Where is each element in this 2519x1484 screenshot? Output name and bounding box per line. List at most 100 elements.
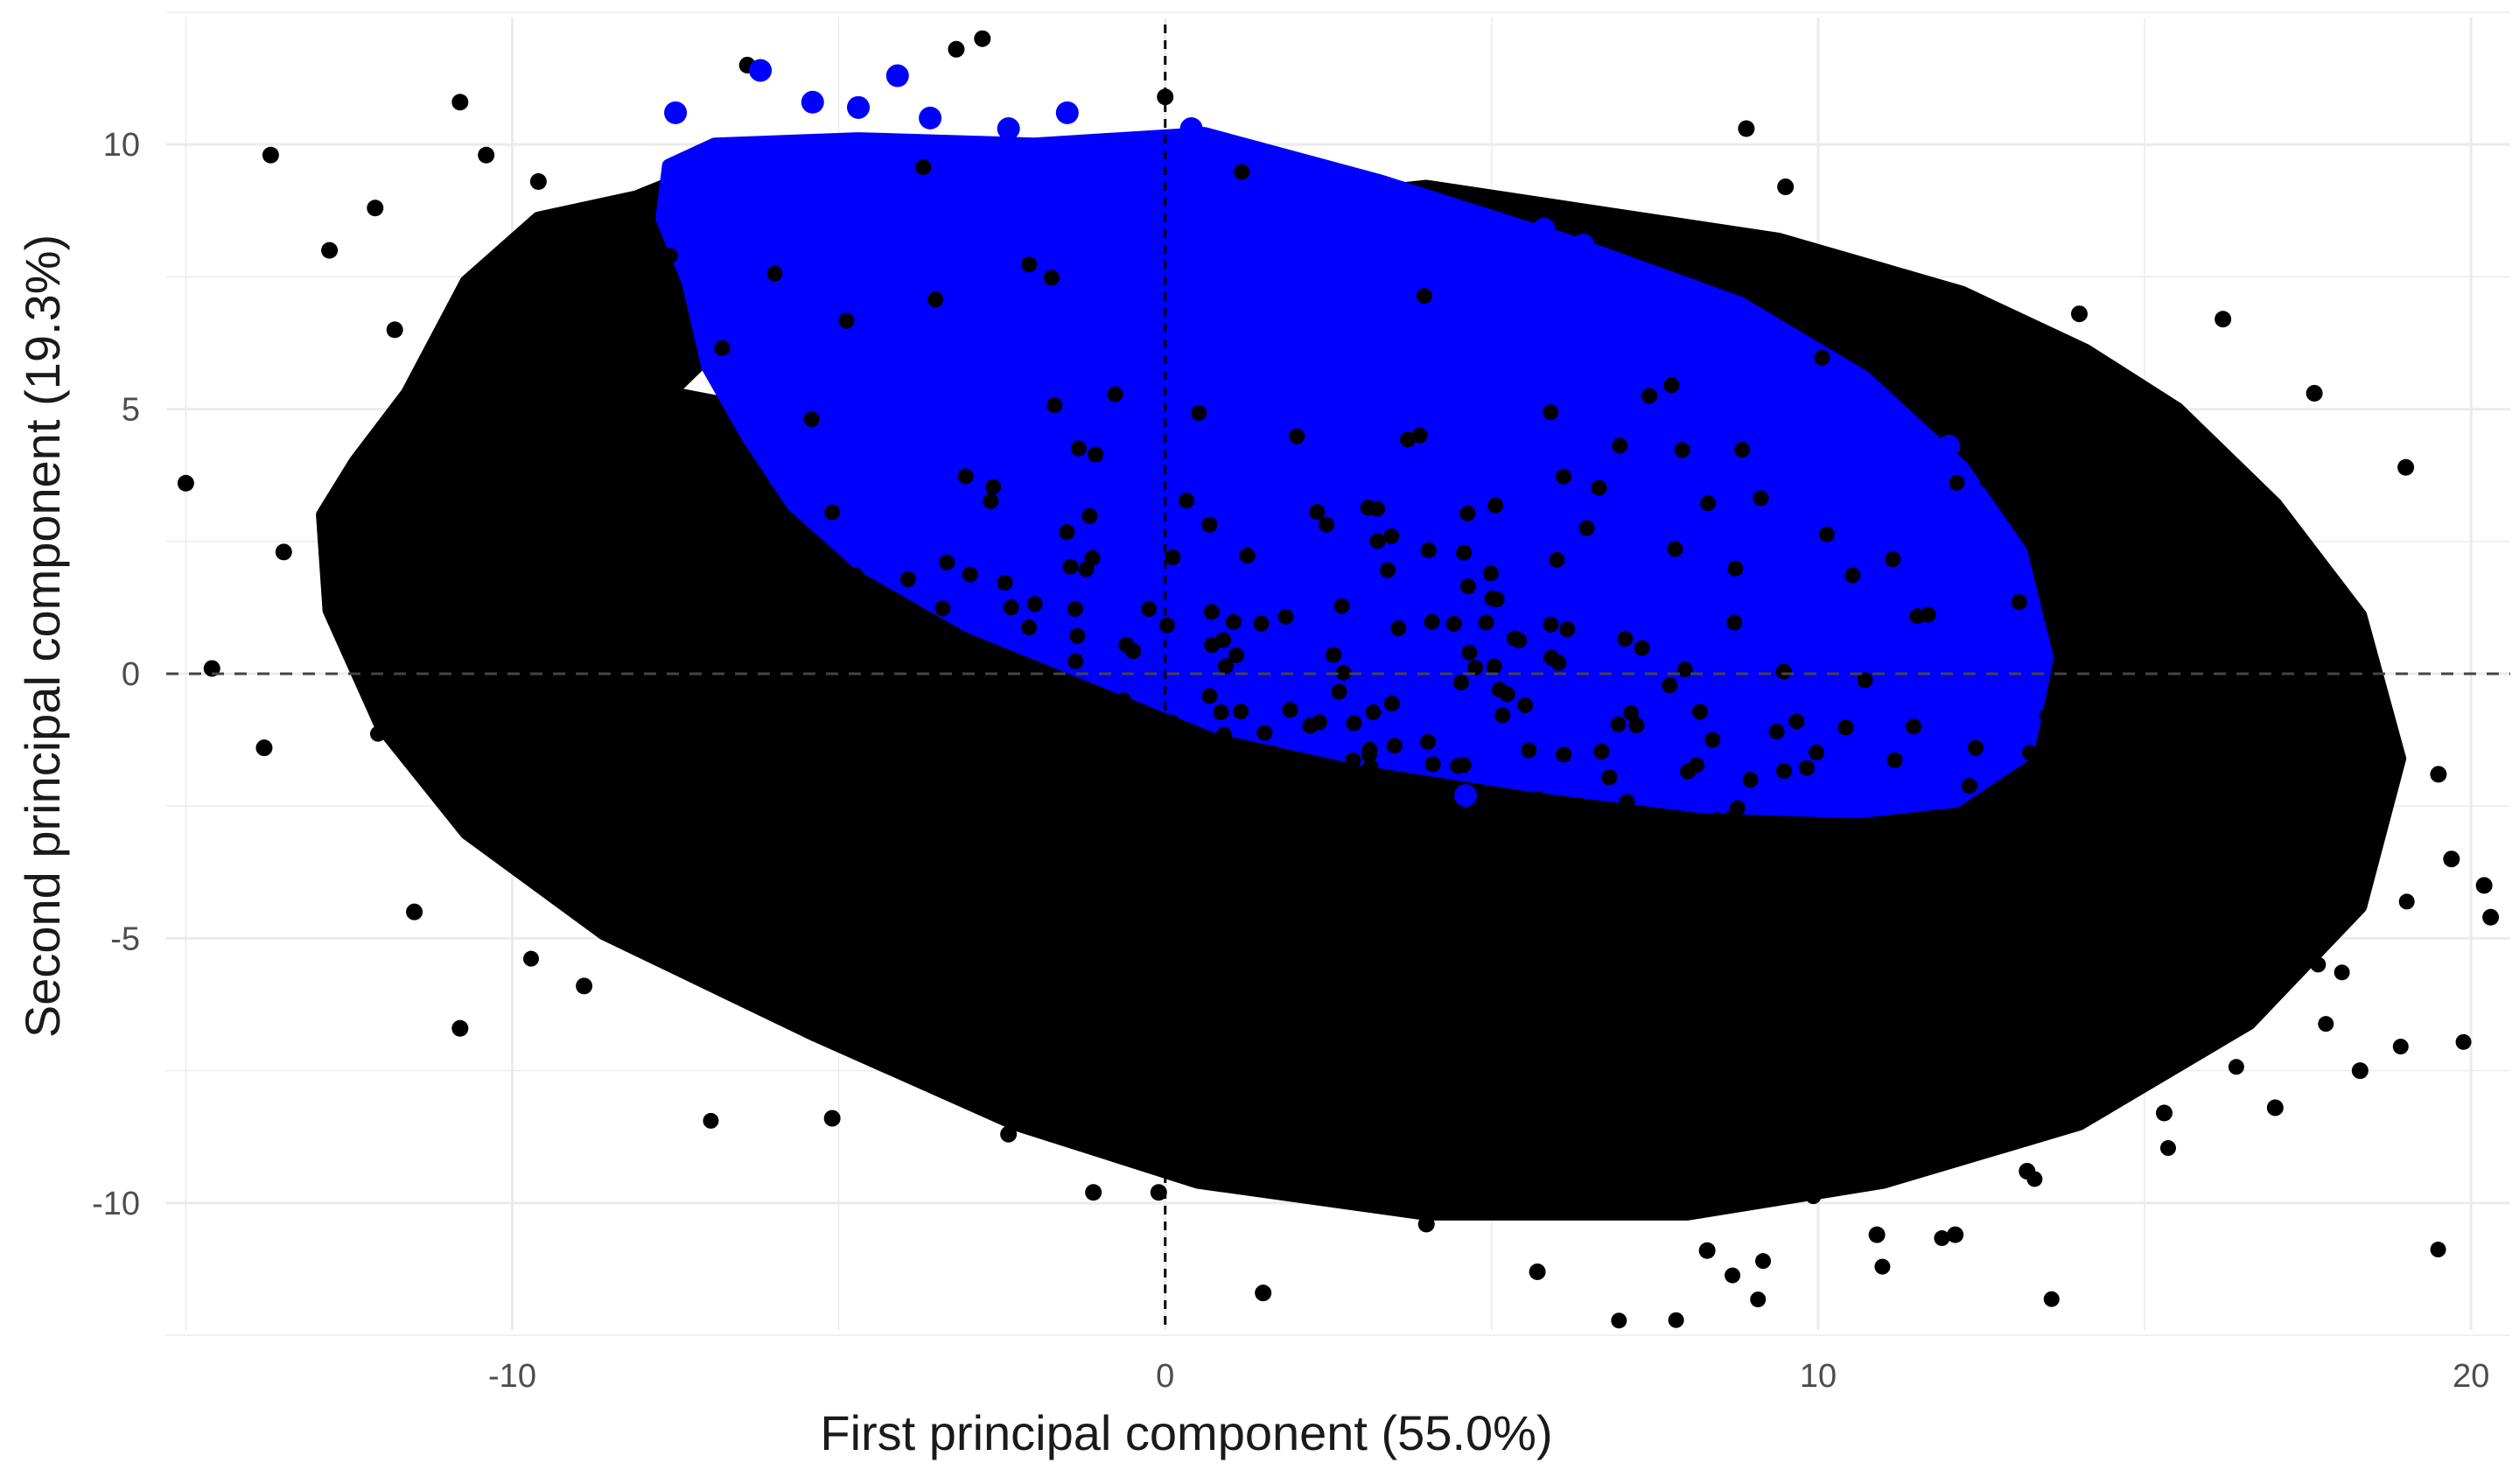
black-point: [1668, 1312, 1684, 1328]
black-point: [1874, 833, 1891, 850]
black-point: [1655, 880, 1672, 897]
black-point: [2145, 956, 2161, 972]
black-point: [613, 674, 630, 690]
black-point: [1420, 542, 1437, 558]
black-point: [1215, 632, 1232, 648]
black-point: [1822, 906, 1838, 922]
black-point: [1424, 613, 1440, 630]
black-point: [525, 636, 542, 653]
black-point: [770, 864, 787, 880]
black-point: [917, 626, 934, 643]
black-point: [714, 340, 731, 356]
black-point: [576, 977, 593, 995]
black-point: [1691, 704, 1708, 720]
black-point: [1283, 819, 1299, 836]
black-point: [2398, 893, 2415, 910]
black-point: [885, 636, 901, 653]
black-point: [1848, 975, 1865, 991]
black-point: [1808, 744, 1824, 760]
black-point: [1333, 598, 1350, 614]
black-point: [1452, 898, 1468, 914]
black-point: [1874, 1258, 1891, 1275]
black-point: [1768, 724, 1785, 740]
black-point: [1210, 1067, 1227, 1083]
black-point: [1811, 998, 1828, 1014]
black-point: [1775, 763, 1792, 780]
y-tick-label: 10: [103, 127, 140, 164]
black-point: [1149, 712, 1165, 729]
black-point: [1536, 895, 1552, 912]
blue-point: [664, 101, 688, 124]
blue-point: [885, 64, 909, 88]
black-point: [1234, 164, 1250, 180]
black-point: [1347, 878, 1364, 894]
black-point: [395, 639, 412, 655]
black-point: [1710, 984, 1726, 1001]
black-point: [1067, 686, 1084, 703]
black-point: [775, 713, 792, 730]
blue-point: [1251, 144, 1275, 167]
black-point: [1725, 845, 1741, 862]
black-point: [1726, 1053, 1743, 1069]
black-point: [880, 711, 897, 728]
black-point: [1345, 752, 1361, 768]
black-point: [823, 1110, 841, 1127]
black-point: [1890, 871, 1907, 887]
black-point: [1710, 812, 1726, 829]
black-point: [801, 788, 818, 805]
black-point: [899, 844, 916, 860]
black-point: [1521, 742, 1537, 759]
black-point: [945, 633, 962, 649]
black-point: [1084, 550, 1101, 566]
scatter-points: [177, 30, 2500, 1329]
tick-labels: -10 0 10 20 -10 -5 0 5 10: [92, 127, 2489, 1395]
black-point: [997, 864, 1013, 881]
black-point: [1580, 799, 1597, 816]
black-point: [2043, 609, 2060, 626]
black-point: [1626, 920, 1642, 937]
black-point: [1753, 879, 1770, 896]
black-point: [1920, 606, 1936, 623]
black-point: [1375, 989, 1392, 1005]
blue-point-cloud: [655, 127, 2054, 819]
black-point: [2443, 850, 2460, 868]
black-point: [1857, 672, 1873, 689]
black-point: [753, 774, 770, 790]
black-point: [1494, 707, 1511, 724]
black-point: [2011, 594, 2027, 611]
black-point: [2215, 311, 2232, 328]
black-point: [1290, 1124, 1306, 1141]
black-point: [1494, 923, 1511, 940]
black-point: [1529, 833, 1545, 850]
black-point: [2046, 692, 2062, 709]
black-point: [1080, 774, 1096, 790]
black-point: [1867, 970, 1884, 986]
black-point: [1399, 784, 1416, 801]
black-point: [1186, 753, 1202, 770]
black-point: [1725, 1267, 1741, 1284]
black-point: [902, 942, 919, 959]
black-point: [794, 880, 811, 897]
blue-point: [1179, 117, 1203, 141]
black-point: [1556, 1034, 1572, 1051]
black-point: [598, 676, 614, 692]
black-point: [1623, 704, 1640, 721]
black-point: [2057, 961, 2074, 977]
black-point: [1383, 528, 1400, 544]
black-point: [1318, 761, 1334, 778]
black-point: [1755, 1253, 1772, 1270]
black-point: [321, 242, 339, 259]
black-point: [1617, 631, 1634, 648]
y-tick-label: -5: [110, 920, 140, 957]
black-point: [1393, 872, 1410, 889]
black-point: [758, 492, 774, 508]
black-point: [462, 493, 479, 509]
black-point: [1700, 495, 1717, 512]
black-point: [1681, 938, 1697, 955]
black-point: [980, 780, 997, 796]
black-point: [1484, 590, 1501, 606]
black-point: [1082, 871, 1099, 887]
blue-point: [847, 95, 871, 119]
black-point: [661, 248, 678, 264]
black-point: [1674, 442, 1690, 458]
